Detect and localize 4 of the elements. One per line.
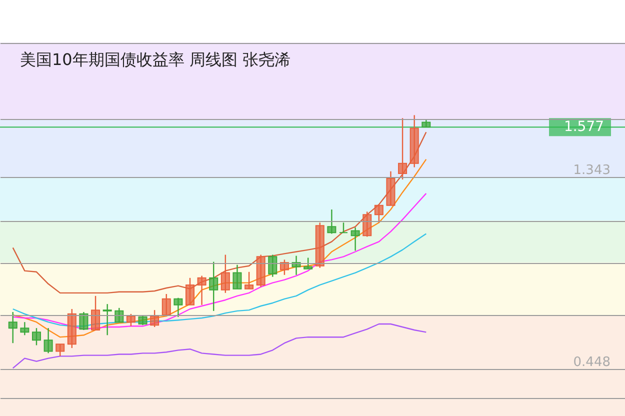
ref-line-label: 1.577 (564, 119, 604, 136)
y-tick-label: 0.448 (573, 354, 610, 370)
text: 美国10年期国债收益率 周线图 张尧浠 (20, 50, 291, 69)
y-tick-label: 1.343 (573, 162, 610, 178)
